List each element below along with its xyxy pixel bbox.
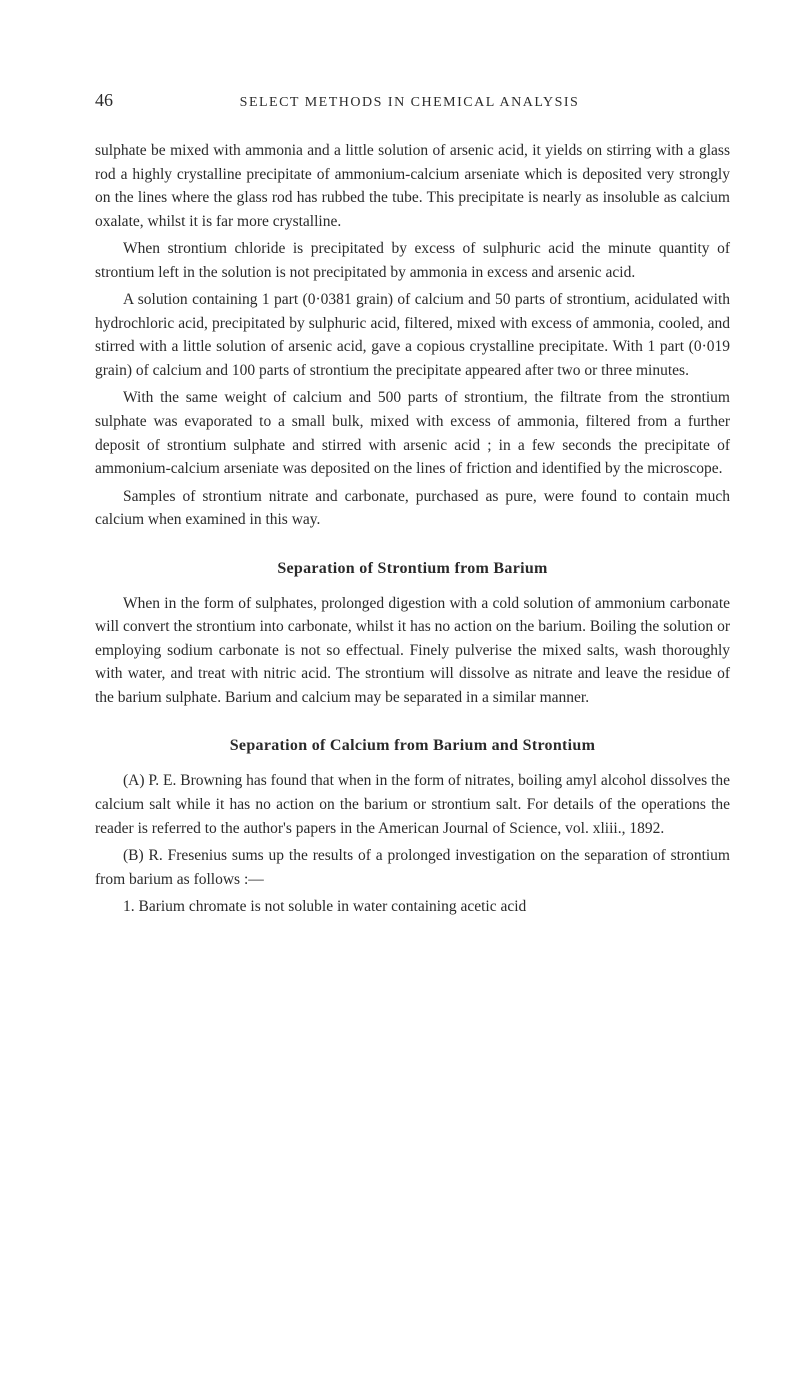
page-header: 46 SELECT METHODS IN CHEMICAL ANALYSIS bbox=[95, 90, 730, 111]
page-container: 46 SELECT METHODS IN CHEMICAL ANALYSIS s… bbox=[0, 0, 800, 983]
section-heading: Separation of Calcium from Barium and St… bbox=[95, 737, 730, 755]
running-head: SELECT METHODS IN CHEMICAL ANALYSIS bbox=[113, 95, 706, 111]
body-paragraph: (A) P. E. Browning has found that when i… bbox=[95, 769, 730, 840]
body-paragraph: With the same weight of calcium and 500 … bbox=[95, 386, 730, 480]
section-heading: Separation of Strontium from Barium bbox=[95, 560, 730, 578]
body-paragraph: 1. Barium chromate is not soluble in wat… bbox=[95, 895, 730, 919]
body-paragraph: Samples of strontium nitrate and carbona… bbox=[95, 485, 730, 532]
page-number: 46 bbox=[95, 90, 113, 111]
body-paragraph: When strontium chloride is precipitated … bbox=[95, 237, 730, 284]
body-paragraph: (B) R. Fresenius sums up the results of … bbox=[95, 844, 730, 891]
body-paragraph: When in the form of sulphates, prolonged… bbox=[95, 592, 730, 710]
body-paragraph: sulphate be mixed with ammonia and a lit… bbox=[95, 139, 730, 233]
body-paragraph: A solution containing 1 part (0·0381 gra… bbox=[95, 288, 730, 382]
